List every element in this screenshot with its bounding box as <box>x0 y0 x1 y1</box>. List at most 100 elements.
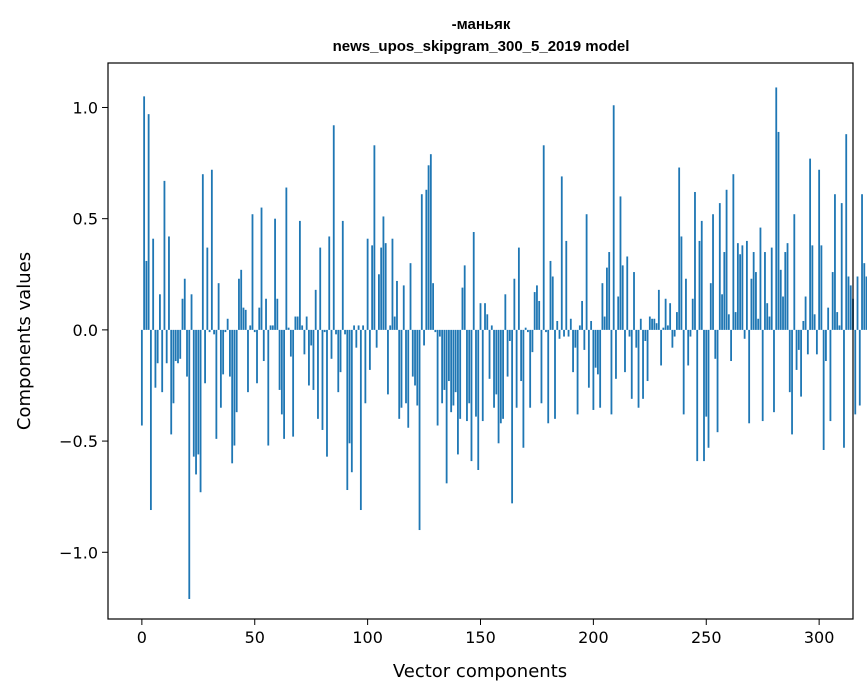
bar <box>382 216 385 330</box>
bar <box>721 294 723 330</box>
bar <box>452 329 455 406</box>
bar <box>635 329 638 348</box>
bar <box>244 309 247 330</box>
bar <box>606 267 608 330</box>
bar <box>425 189 428 330</box>
bar <box>310 329 313 346</box>
bar <box>337 329 340 393</box>
bar <box>560 176 563 330</box>
bar <box>289 329 292 357</box>
chart-title: -маньяк <box>452 16 511 33</box>
bar <box>811 245 814 330</box>
bar <box>551 276 554 330</box>
bar <box>845 134 848 330</box>
chart-subtitle: news_upos_skipgram_300_5_2019 model <box>333 38 630 55</box>
bar <box>305 316 308 330</box>
bar <box>797 329 800 350</box>
bar <box>314 289 317 330</box>
bar <box>563 329 565 337</box>
bar <box>736 243 739 330</box>
bar <box>601 283 604 330</box>
bar <box>488 329 491 379</box>
bar <box>558 329 561 339</box>
bar <box>730 329 732 362</box>
bar <box>504 294 507 330</box>
bar <box>432 283 434 330</box>
bar <box>574 329 577 348</box>
bar <box>470 329 473 462</box>
bar <box>508 329 511 341</box>
bar <box>865 276 867 330</box>
bar <box>280 329 283 415</box>
bar <box>201 174 204 330</box>
bar <box>540 329 543 404</box>
bar <box>330 329 333 359</box>
bar <box>770 247 773 330</box>
bar <box>373 145 376 330</box>
bar <box>260 207 263 330</box>
bar <box>587 329 590 388</box>
bar <box>624 329 626 373</box>
bar <box>481 329 484 422</box>
bar <box>768 316 771 330</box>
plot-frame <box>107 62 854 620</box>
bar <box>210 169 213 330</box>
bar <box>163 180 166 330</box>
bar <box>590 320 593 330</box>
bar <box>384 243 387 330</box>
bar <box>326 329 328 457</box>
bar <box>459 329 462 419</box>
bar <box>583 329 586 350</box>
bar <box>716 329 719 433</box>
bar <box>863 263 866 330</box>
bar <box>199 329 202 493</box>
bar <box>791 329 793 435</box>
bar <box>339 329 342 373</box>
bar <box>231 329 234 464</box>
bar <box>637 329 640 408</box>
bar <box>407 329 410 428</box>
bar <box>642 329 644 399</box>
bar <box>831 272 834 330</box>
bar <box>420 194 423 330</box>
bar <box>694 191 696 330</box>
bar <box>411 329 414 377</box>
bar <box>170 329 173 435</box>
bar <box>429 154 432 330</box>
bar <box>457 329 459 455</box>
y-tick-label: 0.5 <box>73 210 98 229</box>
bar <box>274 218 276 330</box>
bar <box>195 329 197 475</box>
bar <box>262 329 265 362</box>
bar <box>233 329 236 446</box>
bar <box>685 278 687 330</box>
bar-series <box>140 87 867 599</box>
bar <box>292 329 295 437</box>
bar <box>362 325 365 330</box>
bar <box>217 283 220 330</box>
bar <box>258 307 261 330</box>
bar <box>687 329 690 366</box>
bar <box>834 194 836 330</box>
bar <box>359 329 362 511</box>
bar <box>317 329 319 419</box>
bar <box>152 238 155 330</box>
y-tick-label: −1.0 <box>59 543 98 562</box>
y-tick-label: −0.5 <box>59 432 98 451</box>
bar <box>192 329 195 457</box>
bar <box>461 287 464 330</box>
bar <box>179 329 182 359</box>
bar <box>427 165 430 330</box>
bar <box>204 329 206 384</box>
bar <box>531 329 534 353</box>
bar <box>786 243 789 330</box>
bar <box>145 260 148 330</box>
bar <box>709 283 712 330</box>
bar <box>222 329 225 375</box>
bar <box>741 245 744 330</box>
bar <box>856 276 859 330</box>
bar <box>143 96 146 330</box>
bar <box>502 329 504 419</box>
bar <box>515 329 518 408</box>
bar <box>511 329 514 504</box>
